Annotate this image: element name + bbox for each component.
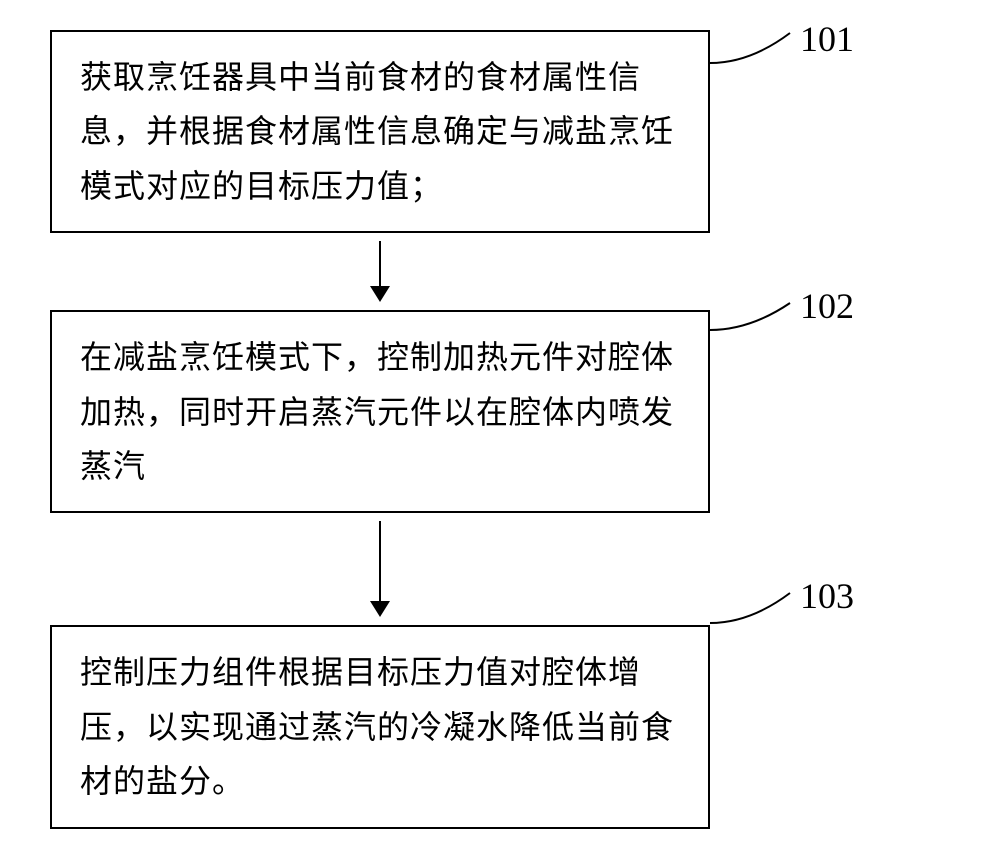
arrow-1 [370, 233, 390, 310]
step-box-103: 控制压力组件根据目标压力值对腔体增压，以实现通过蒸汽的冷凝水降低当前食材的盐分。 [50, 625, 710, 828]
step-text-102: 在减盐烹饪模式下，控制加热元件对腔体加热，同时开启蒸汽元件以在腔体内喷发蒸汽 [80, 330, 680, 493]
connector-103 [700, 585, 800, 635]
arrow-wrap-1 [50, 233, 710, 310]
step-text-101: 获取烹饪器具中当前食材的食材属性信息，并根据食材属性信息确定与减盐烹饪模式对应的… [80, 50, 680, 213]
step-box-102: 在减盐烹饪模式下，控制加热元件对腔体加热，同时开启蒸汽元件以在腔体内喷发蒸汽 [50, 310, 710, 513]
arrow-line-1 [379, 241, 381, 286]
arrow-2 [370, 513, 390, 625]
connector-101 [700, 25, 800, 75]
label-101: 101 [800, 18, 854, 60]
flowchart-container: 获取烹饪器具中当前食材的食材属性信息，并根据食材属性信息确定与减盐烹饪模式对应的… [50, 30, 950, 829]
arrow-head-2 [370, 601, 390, 617]
connector-102 [700, 295, 800, 345]
step-box-101: 获取烹饪器具中当前食材的食材属性信息，并根据食材属性信息确定与减盐烹饪模式对应的… [50, 30, 710, 233]
label-103: 103 [800, 575, 854, 617]
step-text-103: 控制压力组件根据目标压力值对腔体增压，以实现通过蒸汽的冷凝水降低当前食材的盐分。 [80, 645, 680, 808]
arrow-head-1 [370, 286, 390, 302]
arrow-line-2 [379, 521, 381, 601]
label-102: 102 [800, 285, 854, 327]
arrow-wrap-2 [50, 513, 710, 625]
